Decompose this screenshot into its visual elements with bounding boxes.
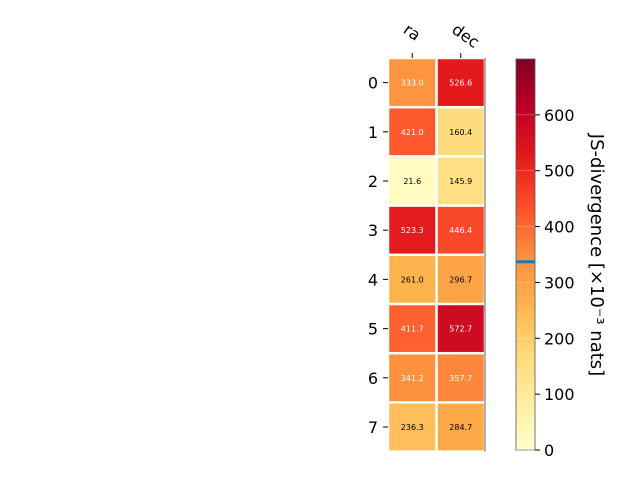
colorbar-tick-label: 500: [544, 162, 575, 181]
heatmap-cell: [437, 354, 484, 402]
cell-value-label: 446.4: [449, 226, 472, 235]
heatmap-cell: [437, 256, 484, 303]
heatmap-cell: [389, 206, 436, 254]
heatmap-cell: [389, 305, 436, 352]
colorbar-tick-label: 600: [544, 106, 575, 125]
heatmap-cell: [389, 108, 436, 156]
y-tick-label: 0: [368, 74, 378, 93]
colorbar-marker: [516, 260, 535, 264]
colorbar-tick-label: 400: [544, 218, 575, 237]
y-tick-label: 5: [368, 320, 378, 339]
y-tick-label: 4: [368, 270, 378, 289]
heatmap-cell: [437, 108, 484, 156]
cell-value-label: 21.6: [403, 177, 421, 186]
cell-value-label: 284.7: [449, 423, 472, 432]
cell-value-label: 572.7: [449, 325, 472, 334]
heatmap-cell: [389, 157, 436, 205]
y-tick-label: 3: [368, 221, 378, 240]
heatmap-cell: [389, 403, 436, 451]
cell-value-label: 261.0: [401, 275, 424, 284]
y-tick-label: 6: [368, 369, 378, 388]
colorbar-gradient: [515, 58, 536, 451]
colorbar-tick-label: 300: [544, 273, 575, 292]
colorbar-label: JS-divergence [×10⁻³ nats]: [586, 133, 607, 376]
heatmap-cell: [389, 354, 436, 402]
cell-value-label: 296.7: [449, 275, 472, 284]
colorbar-tick-label: 100: [544, 385, 575, 404]
heatmap-cell: [437, 305, 484, 352]
heatmap-grid: 333.0 526.6 421.0 160.4 21.6 145.9 523.3 446.4 2…: [368, 20, 486, 452]
heatmap-cell: [389, 256, 436, 303]
cell-value-label: 236.3: [401, 423, 424, 432]
cell-value-label: 357.7: [449, 374, 472, 383]
y-tick-label: 2: [368, 172, 378, 191]
heatmap-cell: [437, 157, 484, 205]
heatmap-cell: [437, 59, 484, 106]
cell-value-label: 523.3: [401, 226, 424, 235]
heatmap-cell: [437, 403, 484, 451]
cell-value-label: 341.2: [401, 374, 424, 383]
y-tick-label: 1: [368, 123, 378, 142]
colorbar-tick-label: 200: [544, 329, 575, 348]
cell-value-label: 421.0: [401, 128, 424, 137]
cell-value-label: 145.9: [449, 177, 472, 186]
colorbar-tick-label: 0: [544, 441, 554, 460]
x-tick-label: ra: [400, 20, 424, 45]
x-tick-label: dec: [448, 20, 482, 52]
cell-value-label: 411.7: [401, 325, 424, 334]
heatmap-cell: [389, 59, 436, 106]
heatmap-cell: [437, 206, 484, 254]
cell-value-label: 526.6: [449, 79, 472, 88]
cell-value-label: 333.0: [401, 79, 424, 88]
colorbar: 0 100 200 300 400 500 600: [515, 58, 575, 460]
cell-value-label: 160.4: [449, 128, 472, 137]
y-tick-label: 7: [368, 418, 378, 437]
